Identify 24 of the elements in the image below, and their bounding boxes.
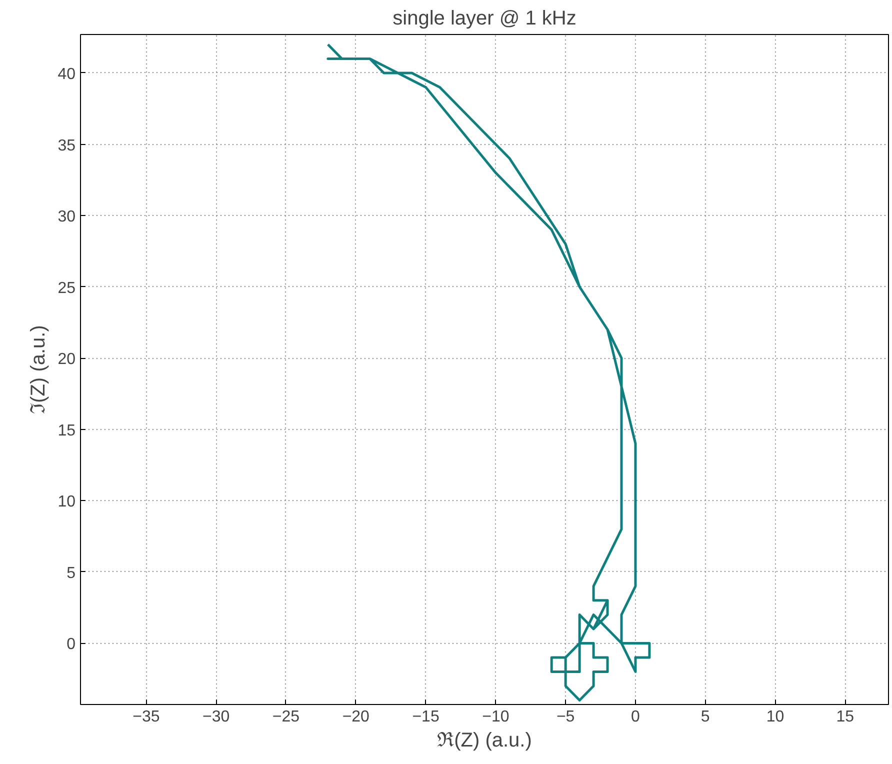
x-tick-label: −25 xyxy=(272,708,300,726)
y-tick-label: 0 xyxy=(66,636,76,654)
x-tick-label: −10 xyxy=(482,708,510,726)
x-axis-title: ℜ(Z) (a.u.) xyxy=(437,730,532,752)
y-axis-title: ℑ(Z) (a.u.) xyxy=(28,325,50,414)
chart-title: single layer @ 1 kHz xyxy=(392,8,576,30)
y-tick-label: 35 xyxy=(58,137,76,154)
x-tick-label: 10 xyxy=(766,708,784,726)
y-tick-label: 25 xyxy=(58,280,76,297)
x-tick-label: 5 xyxy=(700,708,710,726)
x-tick-label: −15 xyxy=(412,708,440,726)
x-tick-label: 0 xyxy=(631,708,640,726)
x-tick-label: −35 xyxy=(132,708,160,726)
y-tick-label: 40 xyxy=(58,66,76,83)
x-tick-label: −5 xyxy=(556,708,575,726)
x-tick-label: −30 xyxy=(202,708,230,726)
y-tick-label: 30 xyxy=(58,208,76,226)
y-tick-label: 20 xyxy=(58,351,76,368)
x-tick-label: −20 xyxy=(342,708,370,726)
y-tick-label: 15 xyxy=(58,422,76,440)
y-tick-label: 5 xyxy=(66,564,76,582)
x-tick-label: 15 xyxy=(836,708,854,726)
y-tick-label: 10 xyxy=(58,494,76,511)
line-series xyxy=(326,43,651,702)
